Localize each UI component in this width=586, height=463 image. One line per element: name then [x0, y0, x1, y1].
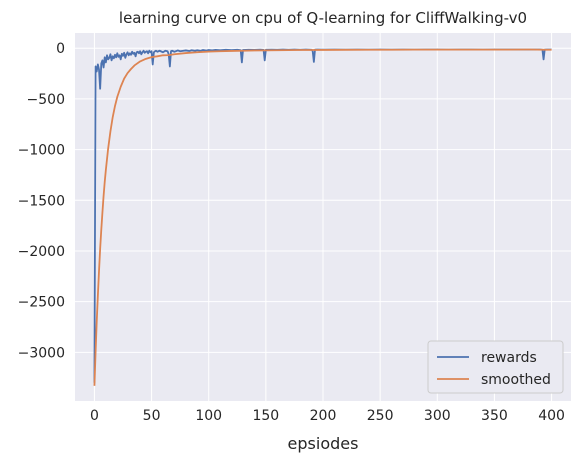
x-tick-label: 150 [252, 408, 279, 424]
y-tick-label: −500 [27, 92, 65, 108]
y-tick-label: 0 [56, 41, 65, 57]
y-tick-label: −1500 [18, 193, 65, 209]
y-tick-label: −2000 [18, 244, 65, 260]
y-tick-label: −1000 [18, 143, 65, 159]
x-tick-label: 100 [195, 408, 222, 424]
x-axis-label: epsiodes [288, 434, 359, 453]
legend-label-rewards: rewards [481, 350, 537, 366]
legend-box [427, 340, 564, 394]
x-tick-label: 50 [143, 408, 161, 424]
y-tick-label: −3000 [18, 345, 65, 361]
series-lines [93, 48, 552, 386]
x-tick-label: 300 [424, 408, 451, 424]
legend: rewards smoothed [427, 340, 564, 394]
legend-label-smoothed: smoothed [481, 372, 551, 388]
tick-labels: 0 50 100 150 200 250 300 350 400 0 −500 −1000 −1500 −… [18, 41, 565, 424]
x-tick-label: 400 [538, 408, 565, 424]
x-tick-label: 350 [481, 408, 508, 424]
x-tick-label: 0 [90, 408, 99, 424]
series-line-smoothed [93, 48, 552, 386]
chart-title: learning curve on cpu of Q-learning for … [119, 9, 527, 27]
x-tick-label: 250 [367, 408, 394, 424]
y-tick-label: −2500 [18, 295, 65, 311]
x-tick-label: 200 [310, 408, 337, 424]
